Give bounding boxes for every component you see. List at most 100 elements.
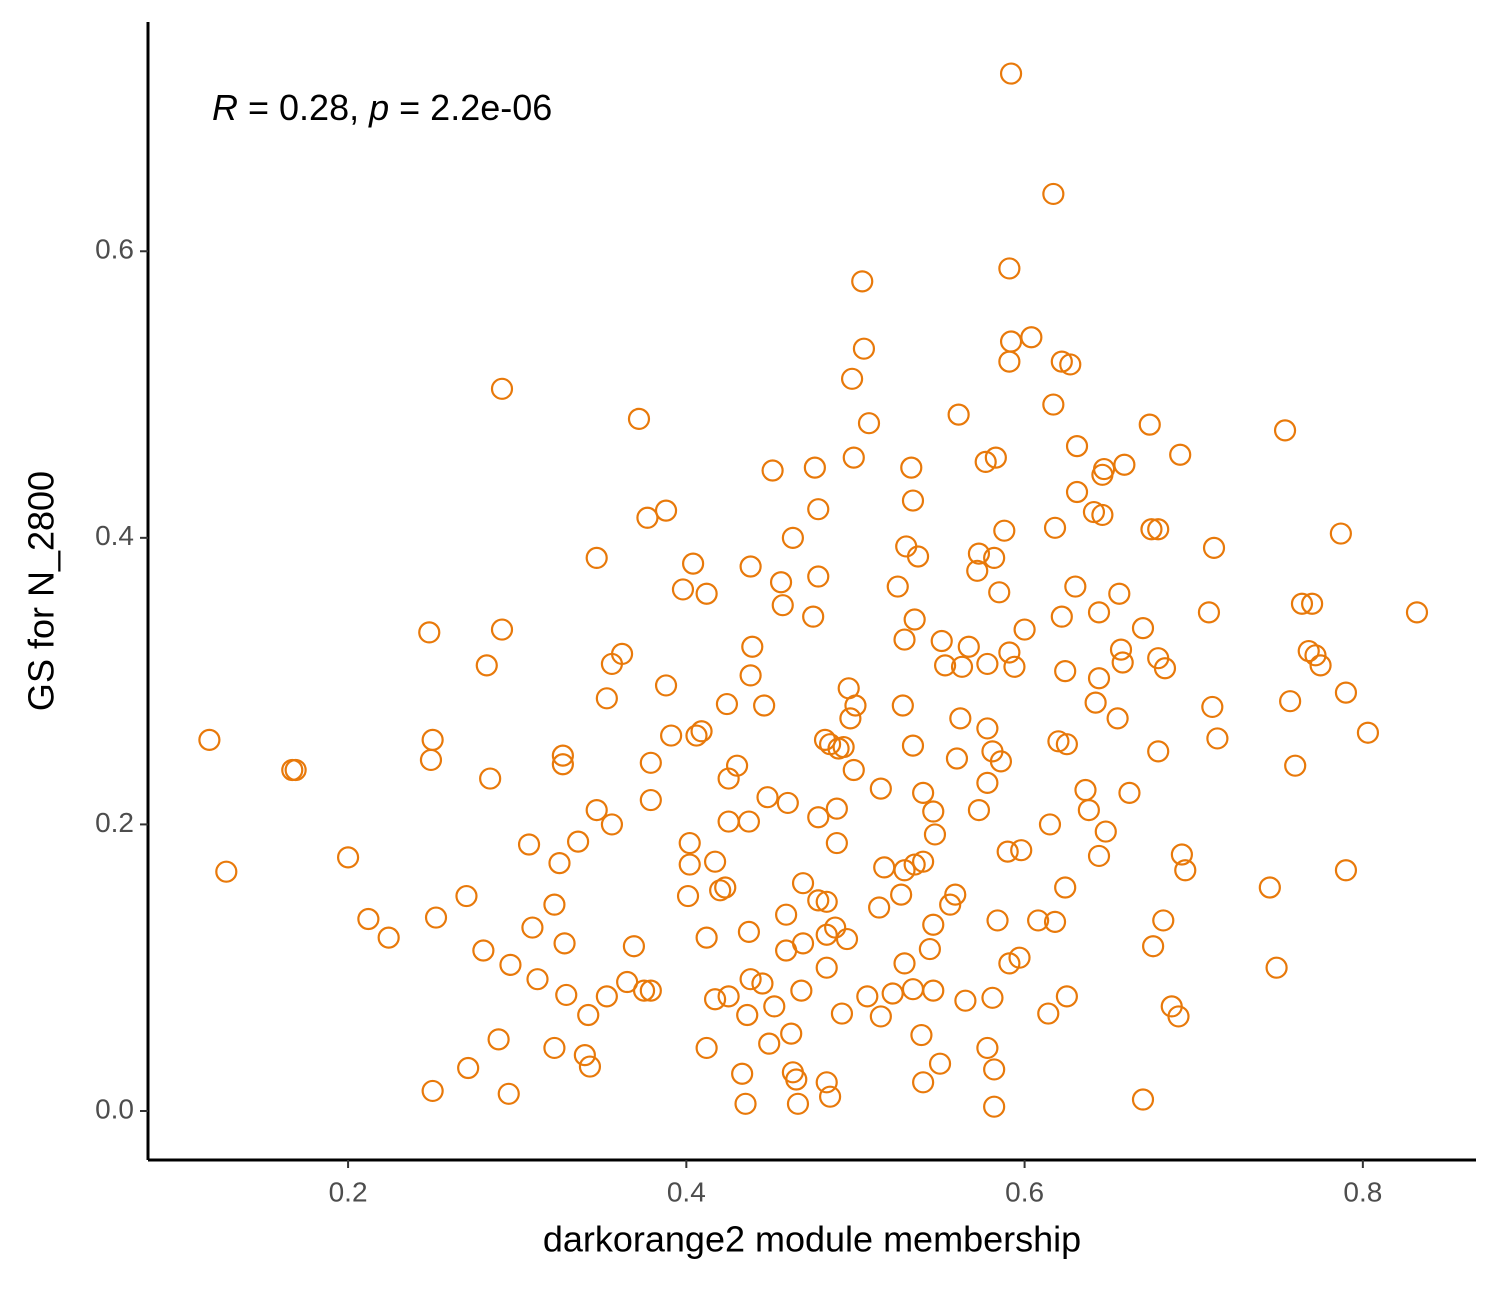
- point: [983, 1058, 1006, 1081]
- point: [1304, 644, 1327, 667]
- point: [786, 1092, 810, 1115]
- point: [781, 526, 804, 549]
- point: [566, 830, 590, 853]
- point: [989, 750, 1013, 773]
- point: [736, 1003, 759, 1027]
- point: [573, 1044, 596, 1067]
- point: [421, 1079, 444, 1103]
- point: [1059, 353, 1082, 376]
- point: [815, 956, 838, 979]
- point: [856, 985, 879, 1008]
- point: [1055, 733, 1078, 756]
- point: [807, 889, 830, 912]
- y-tick-label: 0.4: [95, 520, 134, 551]
- point: [737, 810, 761, 833]
- annotation-part: = 2.2e-06: [389, 87, 552, 128]
- point: [815, 890, 838, 913]
- point: [551, 744, 574, 767]
- y-tick-label: 0.0: [95, 1093, 134, 1124]
- point: [1334, 859, 1358, 882]
- point: [1153, 657, 1177, 680]
- point: [714, 876, 737, 899]
- point: [1329, 522, 1352, 545]
- point: [739, 968, 762, 991]
- point: [976, 652, 999, 676]
- point: [976, 1036, 999, 1060]
- point: [548, 852, 571, 875]
- point: [1152, 909, 1175, 932]
- point: [912, 1071, 935, 1094]
- point: [1013, 618, 1036, 641]
- point: [998, 641, 1021, 664]
- point: [418, 621, 441, 644]
- y-tick-label: 0.2: [95, 807, 134, 838]
- point: [922, 913, 945, 936]
- point: [1202, 536, 1226, 559]
- point: [215, 860, 238, 883]
- point: [1356, 721, 1380, 744]
- point: [455, 884, 478, 908]
- point: [824, 916, 847, 939]
- point: [424, 906, 448, 929]
- point: [660, 724, 683, 747]
- point: [526, 968, 549, 991]
- point: [780, 1022, 803, 1045]
- point: [490, 377, 514, 400]
- point: [945, 747, 969, 770]
- point: [1037, 1002, 1060, 1025]
- point: [1106, 707, 1129, 730]
- point: [678, 831, 701, 855]
- point: [1290, 592, 1314, 615]
- point: [717, 767, 740, 790]
- point: [1084, 691, 1107, 714]
- point: [1043, 910, 1067, 933]
- point: [893, 859, 916, 882]
- point: [818, 1085, 842, 1108]
- point: [600, 652, 624, 676]
- point: [1197, 601, 1221, 624]
- point: [840, 367, 864, 390]
- point: [695, 1036, 718, 1060]
- point: [761, 459, 784, 482]
- point: [983, 546, 1006, 570]
- point: [852, 337, 876, 360]
- point: [654, 499, 678, 522]
- point: [1065, 480, 1089, 504]
- point: [1077, 798, 1100, 822]
- point: [1087, 844, 1111, 868]
- point: [595, 985, 618, 1008]
- point: [676, 884, 700, 908]
- point: [1065, 435, 1089, 458]
- point: [802, 605, 825, 628]
- point: [1169, 443, 1192, 466]
- point: [1091, 503, 1114, 527]
- point: [1055, 985, 1078, 1008]
- point: [751, 972, 774, 995]
- point: [869, 1005, 892, 1028]
- point: [632, 979, 656, 1002]
- point: [967, 542, 991, 565]
- point: [578, 1055, 602, 1078]
- point: [497, 1082, 520, 1105]
- point: [901, 734, 925, 757]
- point: [1297, 639, 1320, 663]
- point: [918, 937, 941, 961]
- point: [976, 771, 999, 794]
- point: [737, 920, 761, 943]
- point: [981, 986, 1004, 1009]
- point: [825, 831, 848, 855]
- point: [775, 939, 798, 962]
- x-tick-label: 0.6: [1005, 1176, 1044, 1207]
- point: [1042, 182, 1065, 206]
- point: [457, 1056, 480, 1080]
- point: [881, 982, 904, 1005]
- point: [336, 846, 360, 869]
- point: [944, 883, 967, 906]
- point: [928, 1052, 952, 1075]
- point: [974, 450, 997, 473]
- point: [934, 654, 957, 677]
- point: [835, 927, 859, 951]
- point: [947, 403, 970, 426]
- point: [1054, 876, 1077, 899]
- point: [790, 979, 813, 1002]
